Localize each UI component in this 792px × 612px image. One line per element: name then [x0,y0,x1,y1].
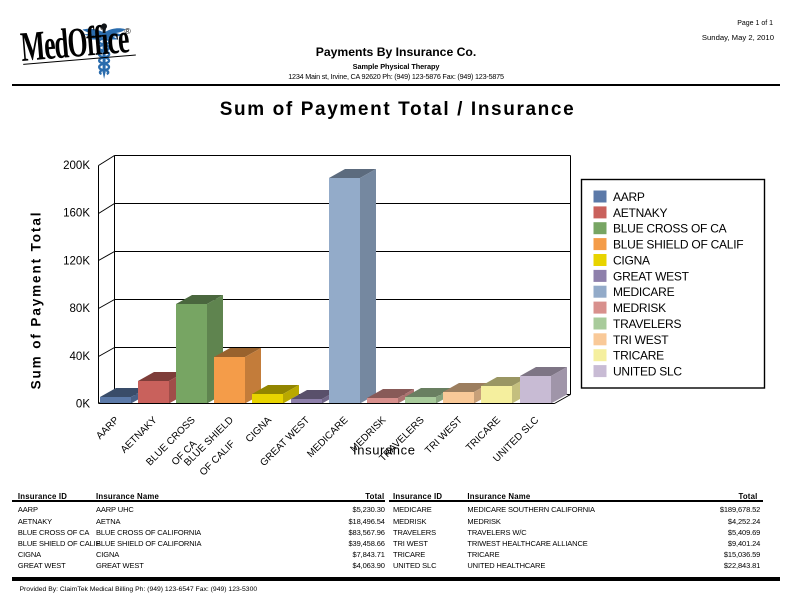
svg-text:CIGNA: CIGNA [244,415,274,445]
svg-text:MEDRISK: MEDRISK [613,301,666,315]
svg-text:UNITED SLC: UNITED SLC [613,365,682,379]
svg-text:Insurance: Insurance [353,443,416,458]
svg-text:GREAT WEST: GREAT WEST [613,269,690,283]
svg-text:CIGNA: CIGNA [613,254,650,268]
svg-text:MEDICARE: MEDICARE [305,415,350,460]
svg-text:MEDICARE: MEDICARE [613,285,675,299]
svg-text:AETNAKY: AETNAKY [119,415,160,456]
svg-text:TRICARE: TRICARE [464,415,503,454]
svg-text:0K: 0K [76,399,90,411]
svg-text:TRI WEST: TRI WEST [423,415,465,457]
svg-text:TRI WEST: TRI WEST [613,333,669,347]
svg-text:40K: 40K [70,351,91,363]
svg-text:80K: 80K [70,303,91,315]
svg-text:Sum of Payment Total: Sum of Payment Total [29,211,44,390]
svg-text:TRAVELERS: TRAVELERS [613,317,681,331]
svg-text:BLUE SHIELD OF CALIF: BLUE SHIELD OF CALIF [613,238,743,252]
svg-text:160K: 160K [63,208,90,220]
svg-text:AARP: AARP [94,415,121,442]
svg-text:BLUE CROSS OF CA: BLUE CROSS OF CA [613,222,727,236]
svg-text:120K: 120K [63,255,90,267]
svg-text:TRICARE: TRICARE [613,349,664,363]
svg-text:AARP: AARP [613,190,645,204]
svg-text:200K: 200K [63,160,90,172]
svg-text:AETNAKY: AETNAKY [613,206,668,220]
